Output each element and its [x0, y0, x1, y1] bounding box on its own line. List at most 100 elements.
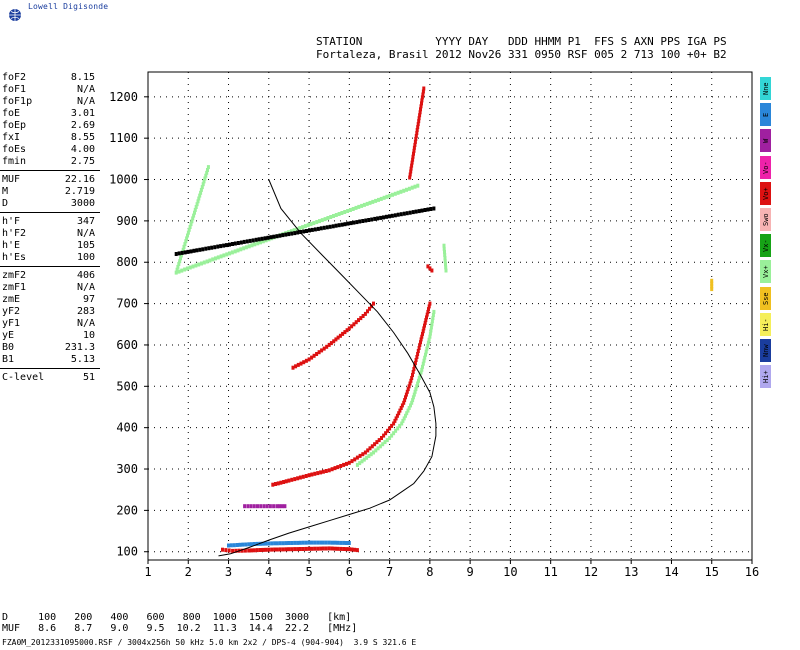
- echo-point: [193, 207, 197, 212]
- echo-point: [432, 309, 436, 314]
- echo-point: [274, 482, 277, 486]
- echo-point: [408, 175, 412, 180]
- echo-point: [319, 546, 323, 551]
- echo-point: [306, 223, 310, 228]
- param-name: zmF2: [2, 270, 27, 281]
- echo-point: [366, 448, 370, 453]
- echo-point: [182, 244, 186, 249]
- echo-point: [414, 387, 418, 392]
- echo-point: [240, 548, 244, 553]
- echo-point: [303, 224, 307, 229]
- echo-point: [256, 241, 260, 246]
- echo-point: [417, 376, 421, 380]
- echo-point: [710, 278, 714, 283]
- echo-point: [429, 207, 433, 211]
- echo-point: [256, 504, 259, 509]
- echo-point: [298, 226, 302, 231]
- x-tick-label: 15: [705, 565, 719, 579]
- echo-point: [342, 547, 346, 551]
- param-name: yF1: [2, 318, 21, 329]
- echo-point: [417, 378, 420, 383]
- echo-point: [377, 438, 381, 443]
- echo-point: [431, 316, 435, 321]
- echo-point: [366, 309, 369, 314]
- echo-point: [264, 547, 268, 552]
- echo-point: [380, 436, 383, 440]
- echo-point: [290, 547, 294, 552]
- legend-label: Nne: [762, 82, 770, 95]
- x-tick-label: 4: [265, 565, 272, 579]
- param-value: 8.55: [70, 132, 95, 143]
- echo-point: [416, 125, 420, 130]
- param-value: N/A: [76, 228, 95, 239]
- echo-point: [419, 107, 422, 112]
- echo-point: [444, 262, 447, 267]
- echo-point: [427, 304, 431, 309]
- echo-point: [414, 209, 418, 214]
- echo-point: [379, 215, 383, 220]
- echo-point: [310, 355, 314, 360]
- param-name: B0: [2, 342, 15, 353]
- x-tick-label: 11: [543, 565, 557, 579]
- echo-point: [341, 331, 345, 336]
- echo-point: [345, 547, 348, 552]
- echo-point: [230, 250, 234, 255]
- echo-point: [331, 224, 335, 229]
- param-row: zmF2 406: [0, 270, 100, 282]
- echo-point: [399, 189, 403, 194]
- echo-point: [296, 540, 300, 545]
- echo-point: [177, 269, 181, 274]
- echo-point: [427, 337, 431, 342]
- station-header: STATION YYYY DAY DDD HHMM P1 FFS S AXN P…: [316, 35, 727, 61]
- echo-point: [307, 357, 311, 362]
- echo-point: [293, 231, 297, 236]
- echo-point: [381, 442, 385, 447]
- echo-point: [442, 246, 446, 251]
- echo-point: [346, 221, 350, 226]
- echo-point: [299, 361, 303, 366]
- param-name: foEp: [2, 120, 27, 131]
- legend-label: E: [762, 112, 770, 117]
- param-row: fxI 8.55: [0, 132, 100, 144]
- echo-point: [243, 548, 247, 553]
- echo-point: [343, 222, 347, 227]
- param-row: h'F2 N/A: [0, 228, 100, 240]
- echo-point: [396, 426, 400, 431]
- echo-point: [353, 457, 357, 462]
- echo-point: [316, 546, 320, 551]
- x-tick-label: 6: [346, 565, 353, 579]
- param-name: foF2: [2, 72, 27, 83]
- legend-swatch: Vx-: [760, 234, 771, 258]
- echo-point: [390, 213, 394, 218]
- param-row: zmE 97: [0, 294, 100, 306]
- echo-trace: [221, 546, 359, 553]
- echo-point: [183, 242, 187, 247]
- echo-point: [284, 479, 288, 484]
- param-value: N/A: [76, 96, 95, 107]
- echo-point: [269, 235, 273, 240]
- echo-point: [252, 504, 256, 509]
- echo-point: [368, 446, 372, 451]
- echo-point: [413, 184, 417, 189]
- echo-point: [421, 89, 425, 94]
- echo-point: [290, 477, 294, 482]
- param-name: zmE: [2, 294, 21, 305]
- echo-point: [421, 331, 424, 336]
- brand-name: Lowell Digisonde: [28, 2, 109, 11]
- echo-point: [414, 136, 418, 141]
- legend-label: Swo: [762, 213, 770, 226]
- echo-point: [347, 541, 351, 545]
- echo-point: [198, 247, 202, 252]
- echo-point: [199, 187, 203, 192]
- echo-point: [201, 182, 205, 187]
- echo-point: [443, 253, 447, 257]
- echo-point: [409, 166, 413, 171]
- echo-point: [417, 346, 421, 350]
- echo-trace: [442, 243, 448, 273]
- param-value: 22.16: [64, 174, 95, 185]
- echo-point: [420, 334, 424, 339]
- echo-point: [332, 214, 335, 218]
- echo-point: [428, 334, 432, 339]
- echo-point: [377, 197, 380, 202]
- echo-point: [227, 548, 231, 553]
